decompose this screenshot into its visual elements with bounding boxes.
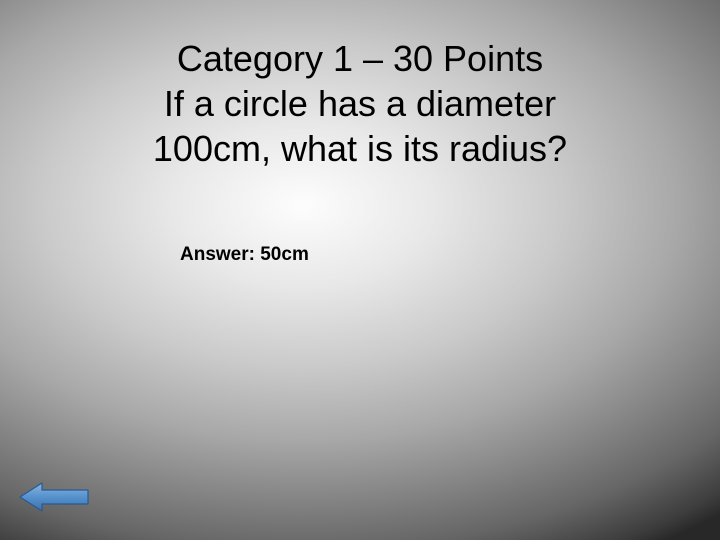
arrow-left-icon [18, 480, 90, 514]
slide-container: Category 1 – 30 Points If a circle has a… [0, 0, 720, 540]
answer-text: Answer: 50cm [180, 244, 309, 266]
heading-block: Category 1 – 30 Points If a circle has a… [0, 36, 720, 171]
heading-line-1: Category 1 – 30 Points [0, 36, 720, 81]
heading-line-3: 100cm, what is its radius? [0, 126, 720, 171]
heading-line-2: If a circle has a diameter [0, 81, 720, 126]
back-arrow-button[interactable] [18, 480, 90, 514]
